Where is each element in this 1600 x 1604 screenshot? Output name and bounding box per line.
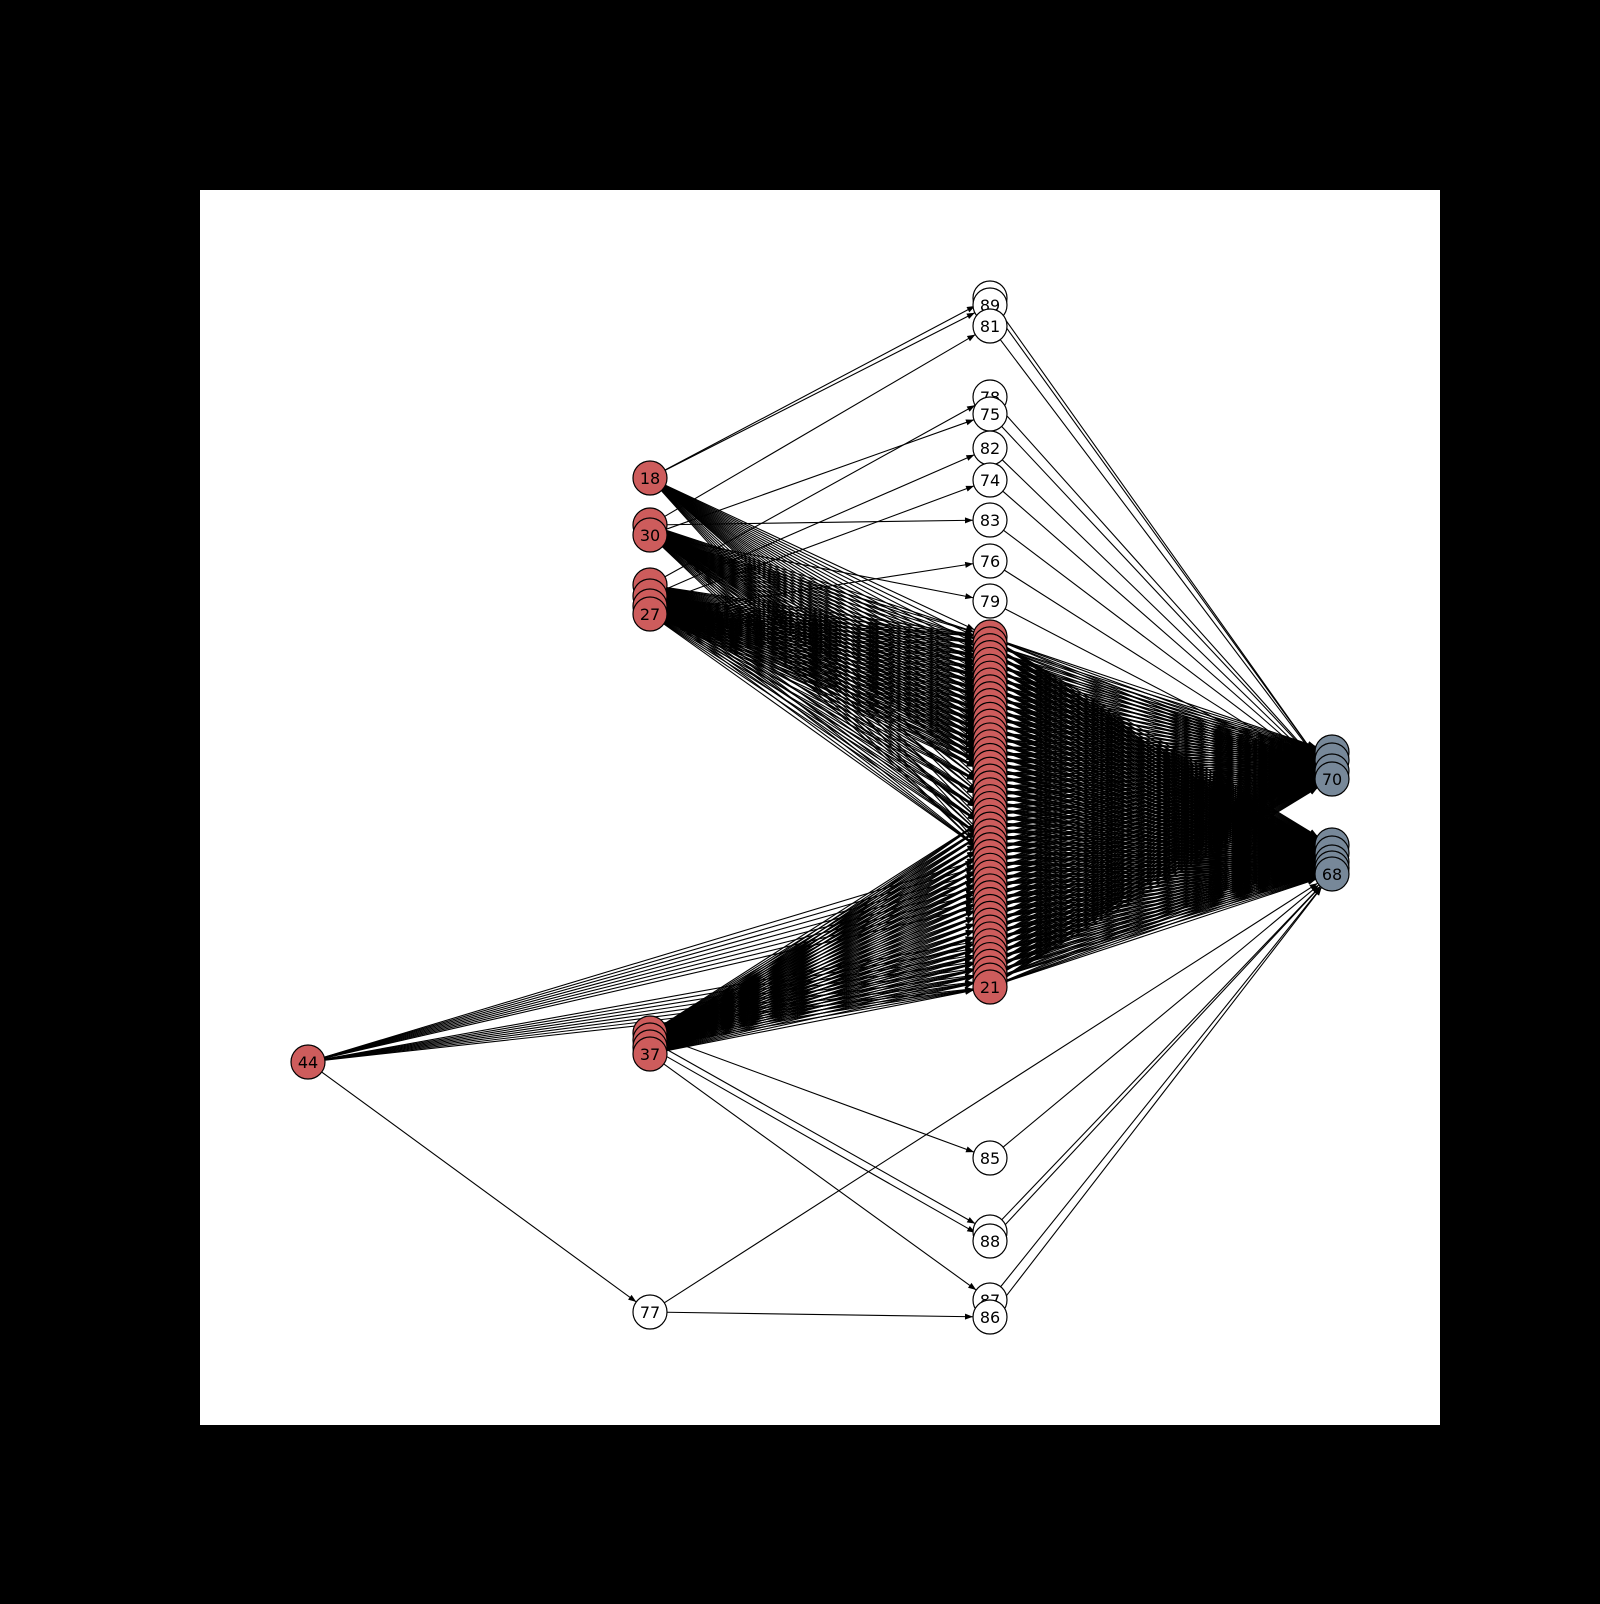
node-74: 74 <box>973 463 1007 497</box>
node-label-21: 21 <box>980 978 1000 997</box>
node-label-74: 74 <box>980 471 1000 490</box>
node-label-77: 77 <box>640 1303 660 1322</box>
node-label-79: 79 <box>980 592 1000 611</box>
node-27: 27 <box>633 597 667 631</box>
node-label-82: 82 <box>980 439 1000 458</box>
node-68: 68 <box>1315 857 1349 891</box>
node-70: 70 <box>1315 762 1349 796</box>
node-88: 88 <box>973 1224 1007 1258</box>
node-44: 44 <box>291 1045 325 1079</box>
node-81: 81 <box>973 309 1007 343</box>
node-76: 76 <box>973 544 1007 578</box>
node-30: 30 <box>633 518 667 552</box>
node-21: 21 <box>973 970 1007 1004</box>
node-75: 75 <box>973 397 1007 431</box>
node-79: 79 <box>973 584 1007 618</box>
node-label-81: 81 <box>980 317 1000 336</box>
node-label-70: 70 <box>1322 770 1342 789</box>
node-label-85: 85 <box>980 1149 1000 1168</box>
node-label-88: 88 <box>980 1232 1000 1251</box>
node-82: 82 <box>973 431 1007 465</box>
node-37: 37 <box>633 1037 667 1071</box>
node-77: 77 <box>633 1295 667 1329</box>
node-label-86: 86 <box>980 1308 1000 1327</box>
node-label-27: 27 <box>640 605 660 624</box>
node-83: 83 <box>973 503 1007 537</box>
node-label-76: 76 <box>980 552 1000 571</box>
node-label-75: 75 <box>980 405 1000 424</box>
node-label-18: 18 <box>640 469 660 488</box>
node-label-44: 44 <box>298 1053 318 1072</box>
node-label-37: 37 <box>640 1045 660 1064</box>
node-label-83: 83 <box>980 511 1000 530</box>
node-85: 85 <box>973 1141 1007 1175</box>
node-18: 18 <box>633 461 667 495</box>
node-86: 86 <box>973 1300 1007 1334</box>
node-label-68: 68 <box>1322 865 1342 884</box>
node-label-30: 30 <box>640 526 660 545</box>
